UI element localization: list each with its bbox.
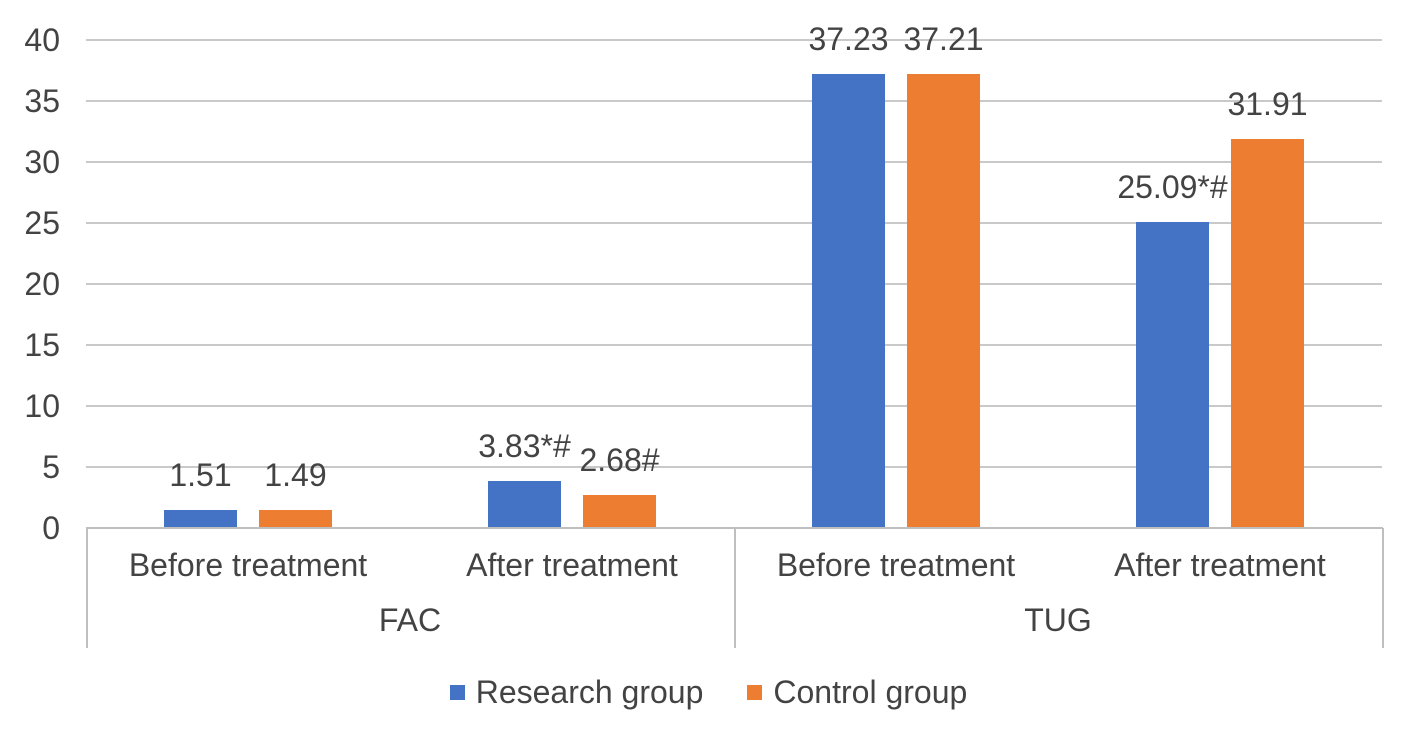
legend-item-research-group: Research group <box>449 674 704 711</box>
gridline <box>86 466 1382 468</box>
bar-value-label: 2.68# <box>579 442 660 478</box>
category-label: Before treatment <box>776 547 1016 583</box>
y-tick-label: 0 <box>42 510 60 546</box>
bar-control-group <box>583 495 656 528</box>
gridline <box>86 405 1382 407</box>
y-tick-label: 35 <box>24 83 60 119</box>
bar-value-label: 1.51 <box>169 457 232 493</box>
gridline <box>86 161 1382 163</box>
y-tick-label: 15 <box>24 327 60 363</box>
bar-value-label: 3.83*# <box>478 428 571 464</box>
category-label: Before treatment <box>128 547 368 583</box>
y-tick-label: 40 <box>24 22 60 58</box>
gridline <box>86 222 1382 224</box>
axis-group-label-fac: FAC <box>378 602 442 638</box>
legend-swatch-control-group <box>747 685 763 700</box>
y-tick-label: 5 <box>42 449 60 485</box>
gridline <box>86 283 1382 285</box>
y-tick-label: 30 <box>24 144 60 180</box>
legend-swatch-research-group <box>449 685 465 700</box>
legend-item-control-group: Control group <box>747 674 967 711</box>
bar-research-group <box>812 74 885 528</box>
bar-value-label: 37.21 <box>903 21 984 57</box>
category-axis-border <box>1382 528 1384 648</box>
y-tick-label: 20 <box>24 266 60 302</box>
bar-control-group <box>907 74 980 528</box>
category-label: After treatment <box>466 547 678 583</box>
bar-value-label: 31.91 <box>1227 86 1308 122</box>
bar-research-group <box>1136 222 1209 528</box>
gridline <box>86 344 1382 346</box>
y-tick-label: 25 <box>24 205 60 241</box>
legend-item-label: Research group <box>475 674 704 710</box>
legend-item-label: Control group <box>773 674 968 710</box>
bar-research-group <box>488 481 561 528</box>
bar-research-group <box>164 510 237 528</box>
category-axis-border <box>86 528 88 648</box>
bar-control-group <box>1231 139 1304 528</box>
category-axis-border <box>734 528 736 648</box>
bar-value-label: 1.49 <box>264 457 327 493</box>
gridline <box>86 39 1382 41</box>
category-label: After treatment <box>1114 547 1326 583</box>
y-tick-label: 10 <box>24 388 60 424</box>
axis-group-label-tug: TUG <box>1024 602 1092 638</box>
bar-value-label: 25.09*# <box>1117 169 1228 205</box>
gridline <box>86 100 1382 102</box>
legend: Research group Control group <box>0 674 1417 711</box>
bar-control-group <box>259 510 332 528</box>
bar-value-label: 37.23 <box>808 21 889 57</box>
